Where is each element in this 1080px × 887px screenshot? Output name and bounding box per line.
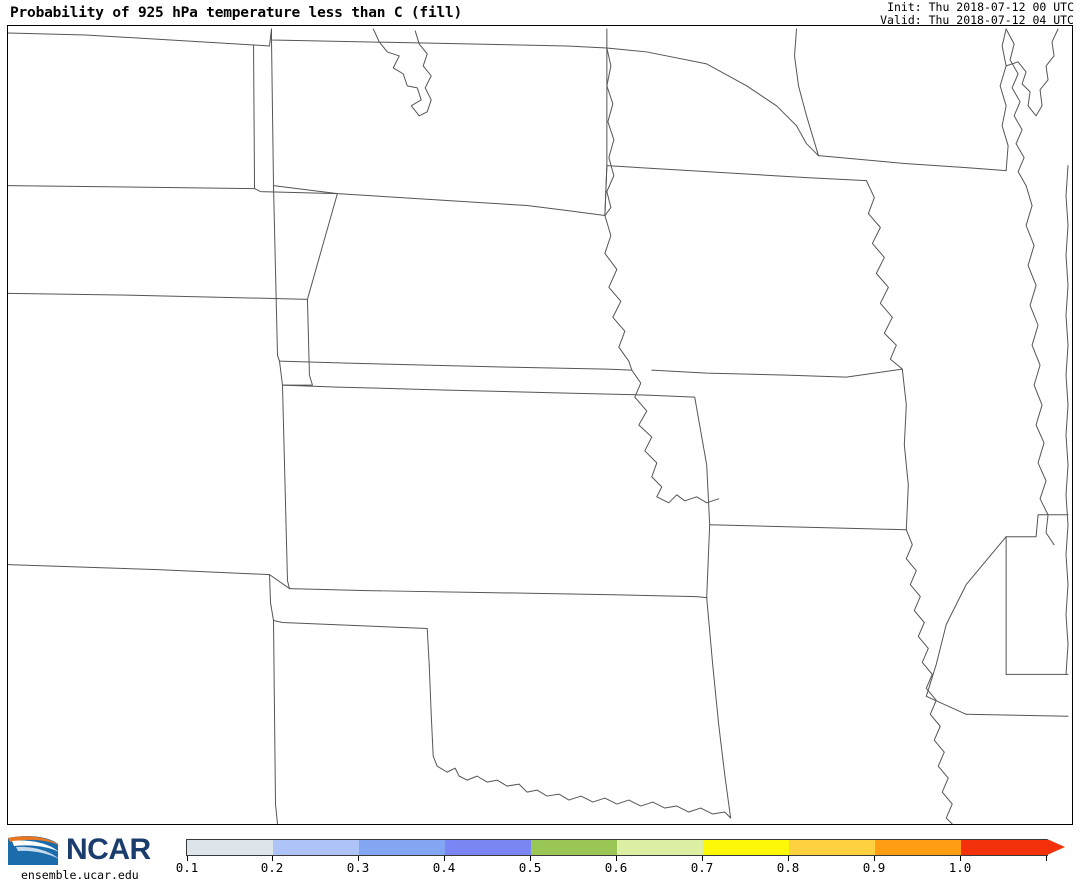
colorbar-tick xyxy=(272,856,273,861)
map-frame xyxy=(7,25,1073,825)
colorbar-overflow-arrow-icon xyxy=(1047,839,1065,855)
forecast-timestamps: Init: Thu 2018-07-12 00 UTC Valid: Thu 2… xyxy=(880,1,1074,27)
map-canvas xyxy=(8,26,1072,824)
colorbar-band-5 xyxy=(531,840,617,855)
colorbar-tick-label: 0.1 xyxy=(175,860,199,875)
colorbar-tick xyxy=(1046,856,1047,861)
colorbar-tick xyxy=(960,856,961,861)
colorbar-band-2 xyxy=(273,840,359,855)
ncar-wordmark: NCAR xyxy=(66,833,151,866)
colorbar-tick-label: 0.9 xyxy=(862,860,886,875)
map-background xyxy=(8,26,1072,824)
ncar-url-label: ensemble.ucar.edu xyxy=(21,868,139,882)
colorbar-tick xyxy=(702,856,703,861)
colorbar-tick-labels: 0.1 0.2 0.3 0.4 0.5 0.6 0.7 0.8 0.9 1.0 xyxy=(176,860,1048,876)
init-time-label: Init: Thu 2018-07-12 00 UTC xyxy=(887,0,1074,14)
colorbar-tick xyxy=(444,856,445,861)
ncar-swoosh-icon xyxy=(8,836,60,865)
colorbar-band-1 xyxy=(187,840,273,855)
colorbar-tick-label: 0.2 xyxy=(260,860,284,875)
colorbar: 0.1 0.2 0.3 0.4 0.5 0.6 0.7 0.8 0.9 1.0 xyxy=(176,839,1066,875)
colorbar-tick xyxy=(530,856,531,861)
valid-time-label: Valid: Thu 2018-07-12 04 UTC xyxy=(880,13,1074,27)
colorbar-tick-label: 0.7 xyxy=(690,860,714,875)
colorbar-band-9 xyxy=(875,840,961,855)
colorbar-bands xyxy=(186,839,1048,856)
colorbar-band-4 xyxy=(445,840,531,855)
colorbar-tick xyxy=(788,856,789,861)
colorbar-band-10 xyxy=(961,840,1047,855)
colorbar-tick-label: 1.0 xyxy=(948,860,972,875)
colorbar-tick-label: 0.8 xyxy=(776,860,800,875)
colorbar-tick xyxy=(874,856,875,861)
colorbar-tick xyxy=(358,856,359,861)
colorbar-tick xyxy=(187,856,188,861)
legend-area: NCAR ensemble.ucar.edu 0.1 0.2 0.3 0.4 0.5 0.… xyxy=(0,828,1080,887)
page-title: Probability of 925 hPa temperature less … xyxy=(10,5,463,21)
colorbar-band-8 xyxy=(789,840,875,855)
colorbar-band-7 xyxy=(703,840,789,855)
colorbar-tick-label: 0.3 xyxy=(346,860,370,875)
ncar-logo: NCAR ensemble.ucar.edu xyxy=(4,832,174,882)
colorbar-ticks xyxy=(186,856,1048,862)
colorbar-tick xyxy=(616,856,617,861)
colorbar-tick-label: 0.5 xyxy=(518,860,542,875)
colorbar-tick-label: 0.6 xyxy=(604,860,628,875)
state-boundaries xyxy=(8,28,1069,824)
colorbar-tick-label: 0.4 xyxy=(432,860,456,875)
colorbar-band-6 xyxy=(617,840,703,855)
colorbar-band-3 xyxy=(359,840,445,855)
